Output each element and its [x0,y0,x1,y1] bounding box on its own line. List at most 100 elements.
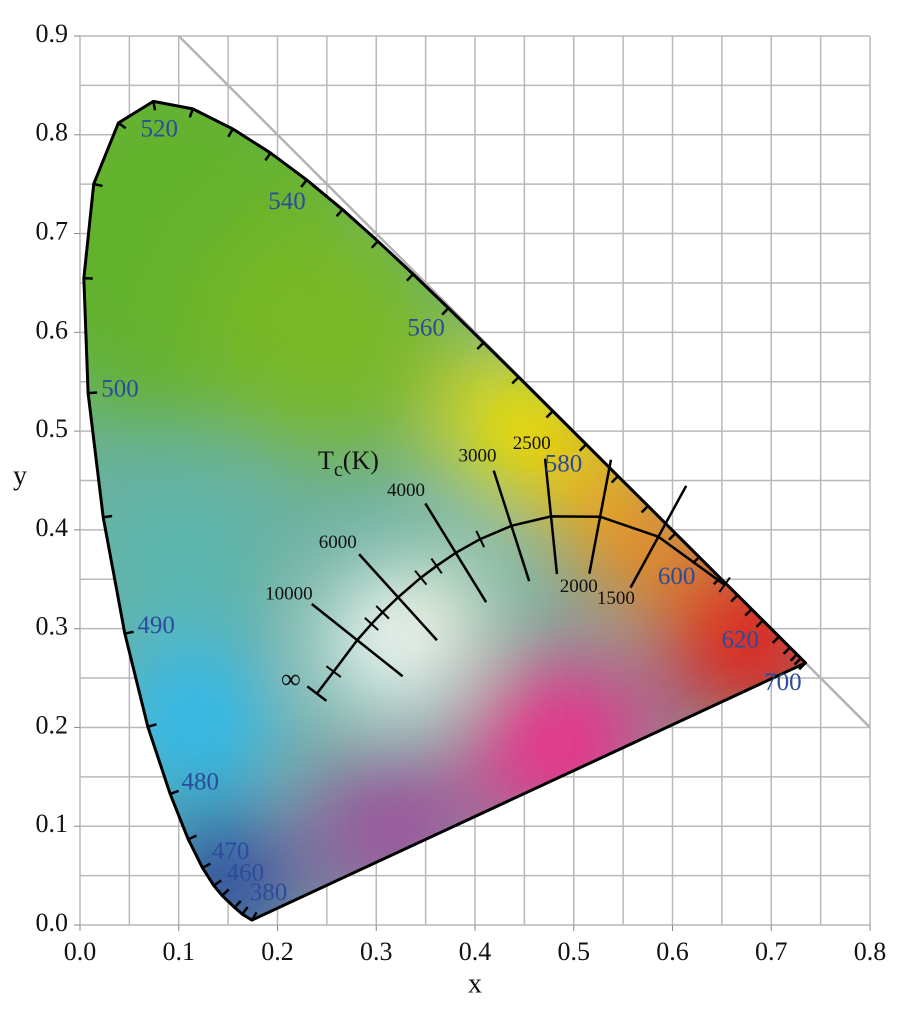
wavelength-tick [545,410,554,419]
y-tick-label: 0.5 [36,414,69,443]
wavelength-label: 700 [764,669,802,696]
isotherm [629,485,688,589]
isotherm-label: 3000 [458,446,496,467]
wavelength-tick [117,121,127,130]
y-tick-label: 0.9 [36,19,69,48]
planck-title: Tc(K) [318,446,379,481]
wavelength-tick [188,108,194,118]
isotherm-tick [414,570,428,586]
x-tick-label: 0.4 [459,937,492,966]
locus-end [306,685,328,702]
isotherm [588,459,613,574]
wavelength-tick [640,505,649,514]
wavelength-tick [712,577,721,586]
isotherm [424,502,488,603]
wavelength-tick [187,834,197,841]
wavelength-label: 380 [250,879,288,906]
wavelength-tick [730,594,739,603]
wavelength-label: 460 [227,860,265,887]
wavelength-tick [250,911,258,921]
wavelength-label: 560 [407,314,445,341]
wavelength-label: 600 [658,563,696,590]
wavelength-tick [610,475,619,484]
x-tick-label: 0.7 [755,937,788,966]
isotherm-label: 10000 [265,584,313,605]
wavelength-label: 620 [722,626,760,653]
y-tick-label: 0.0 [36,908,69,937]
wavelength-tick [370,240,379,249]
wavelength-label: 490 [137,612,175,639]
wavelength-label: 580 [545,450,583,477]
y-tick-label: 0.6 [36,315,69,344]
wavelength-tick [227,128,234,138]
x-tick-label: 0.1 [163,937,196,966]
y-axis-label: y [13,460,27,491]
y-tick-label: 0.4 [36,513,69,542]
wavelength-tick [578,443,587,452]
isotherm-label: 2000 [560,576,598,597]
x-tick-label: 0.5 [558,937,591,966]
wavelength-tick [147,723,157,728]
x-tick-label: 0.3 [360,937,393,966]
y-tick-label: 0.3 [36,612,69,641]
wavelength-tick [744,608,753,617]
wavelength-tick [221,888,230,897]
isotherm-label: 2500 [513,433,551,454]
wavelength-tick [241,906,249,915]
spectral-locus [82,99,808,922]
isotherm-label: 6000 [319,532,357,553]
isotherm-tick [718,576,731,593]
wavelength-tick [233,900,242,909]
isotherm-tick [325,665,342,678]
isotherm-tick [375,605,390,620]
wavelength-tick [771,635,780,644]
wavelength-label: 540 [268,188,306,215]
wavelength-tick [789,653,798,662]
wavelength-tick [201,862,212,870]
wavelength-label: 520 [141,116,179,143]
wavelength-tick [93,182,103,188]
y-tick-label: 0.8 [36,118,69,147]
wavelength-label: 480 [182,769,220,796]
wavelength-tick [793,657,802,666]
plot [82,35,871,922]
wavelength-tick [335,208,344,218]
isotherm [543,458,559,575]
x-axis-label: x [468,968,482,999]
wavelength-tick [755,619,764,628]
wavelength-tick [511,376,520,385]
wavelength-tick [405,273,414,282]
wavelength-tick [798,662,807,671]
wavelength-tick [213,879,222,887]
wavelength-tick [264,152,272,162]
y-tick-label: 0.2 [36,710,69,739]
wavelength-label: 470 [212,838,250,865]
isotherm-tick [364,617,379,631]
isotherm-tick [430,558,443,574]
wavelength-tick [169,789,180,796]
x-tick-label: 0.6 [656,937,689,966]
y-tick-label: 0.1 [36,809,69,838]
wavelength-tick [103,514,113,519]
wavelength-tick [152,101,157,111]
wavelength-tick [441,307,450,316]
wavelength-tick [124,630,134,635]
isotherm-label: 1500 [597,588,635,609]
y-tick-label: 0.7 [36,217,69,246]
wavelength-tick [782,646,791,655]
isotherm-label: ∞ [281,664,301,695]
isotherm [358,553,438,642]
isotherm [311,603,404,678]
isotherm-tick [475,530,486,548]
x-tick-label: 0.0 [64,937,97,966]
wavelength-tick [300,179,308,188]
x-tick-label: 0.8 [854,937,887,966]
wavelength-tick [87,391,98,395]
wavelength-tick [668,532,677,541]
x-tick-label: 0.2 [261,937,294,966]
wavelength-label: 500 [101,375,139,402]
isotherm [492,470,531,582]
wavelength-tick [476,341,485,350]
